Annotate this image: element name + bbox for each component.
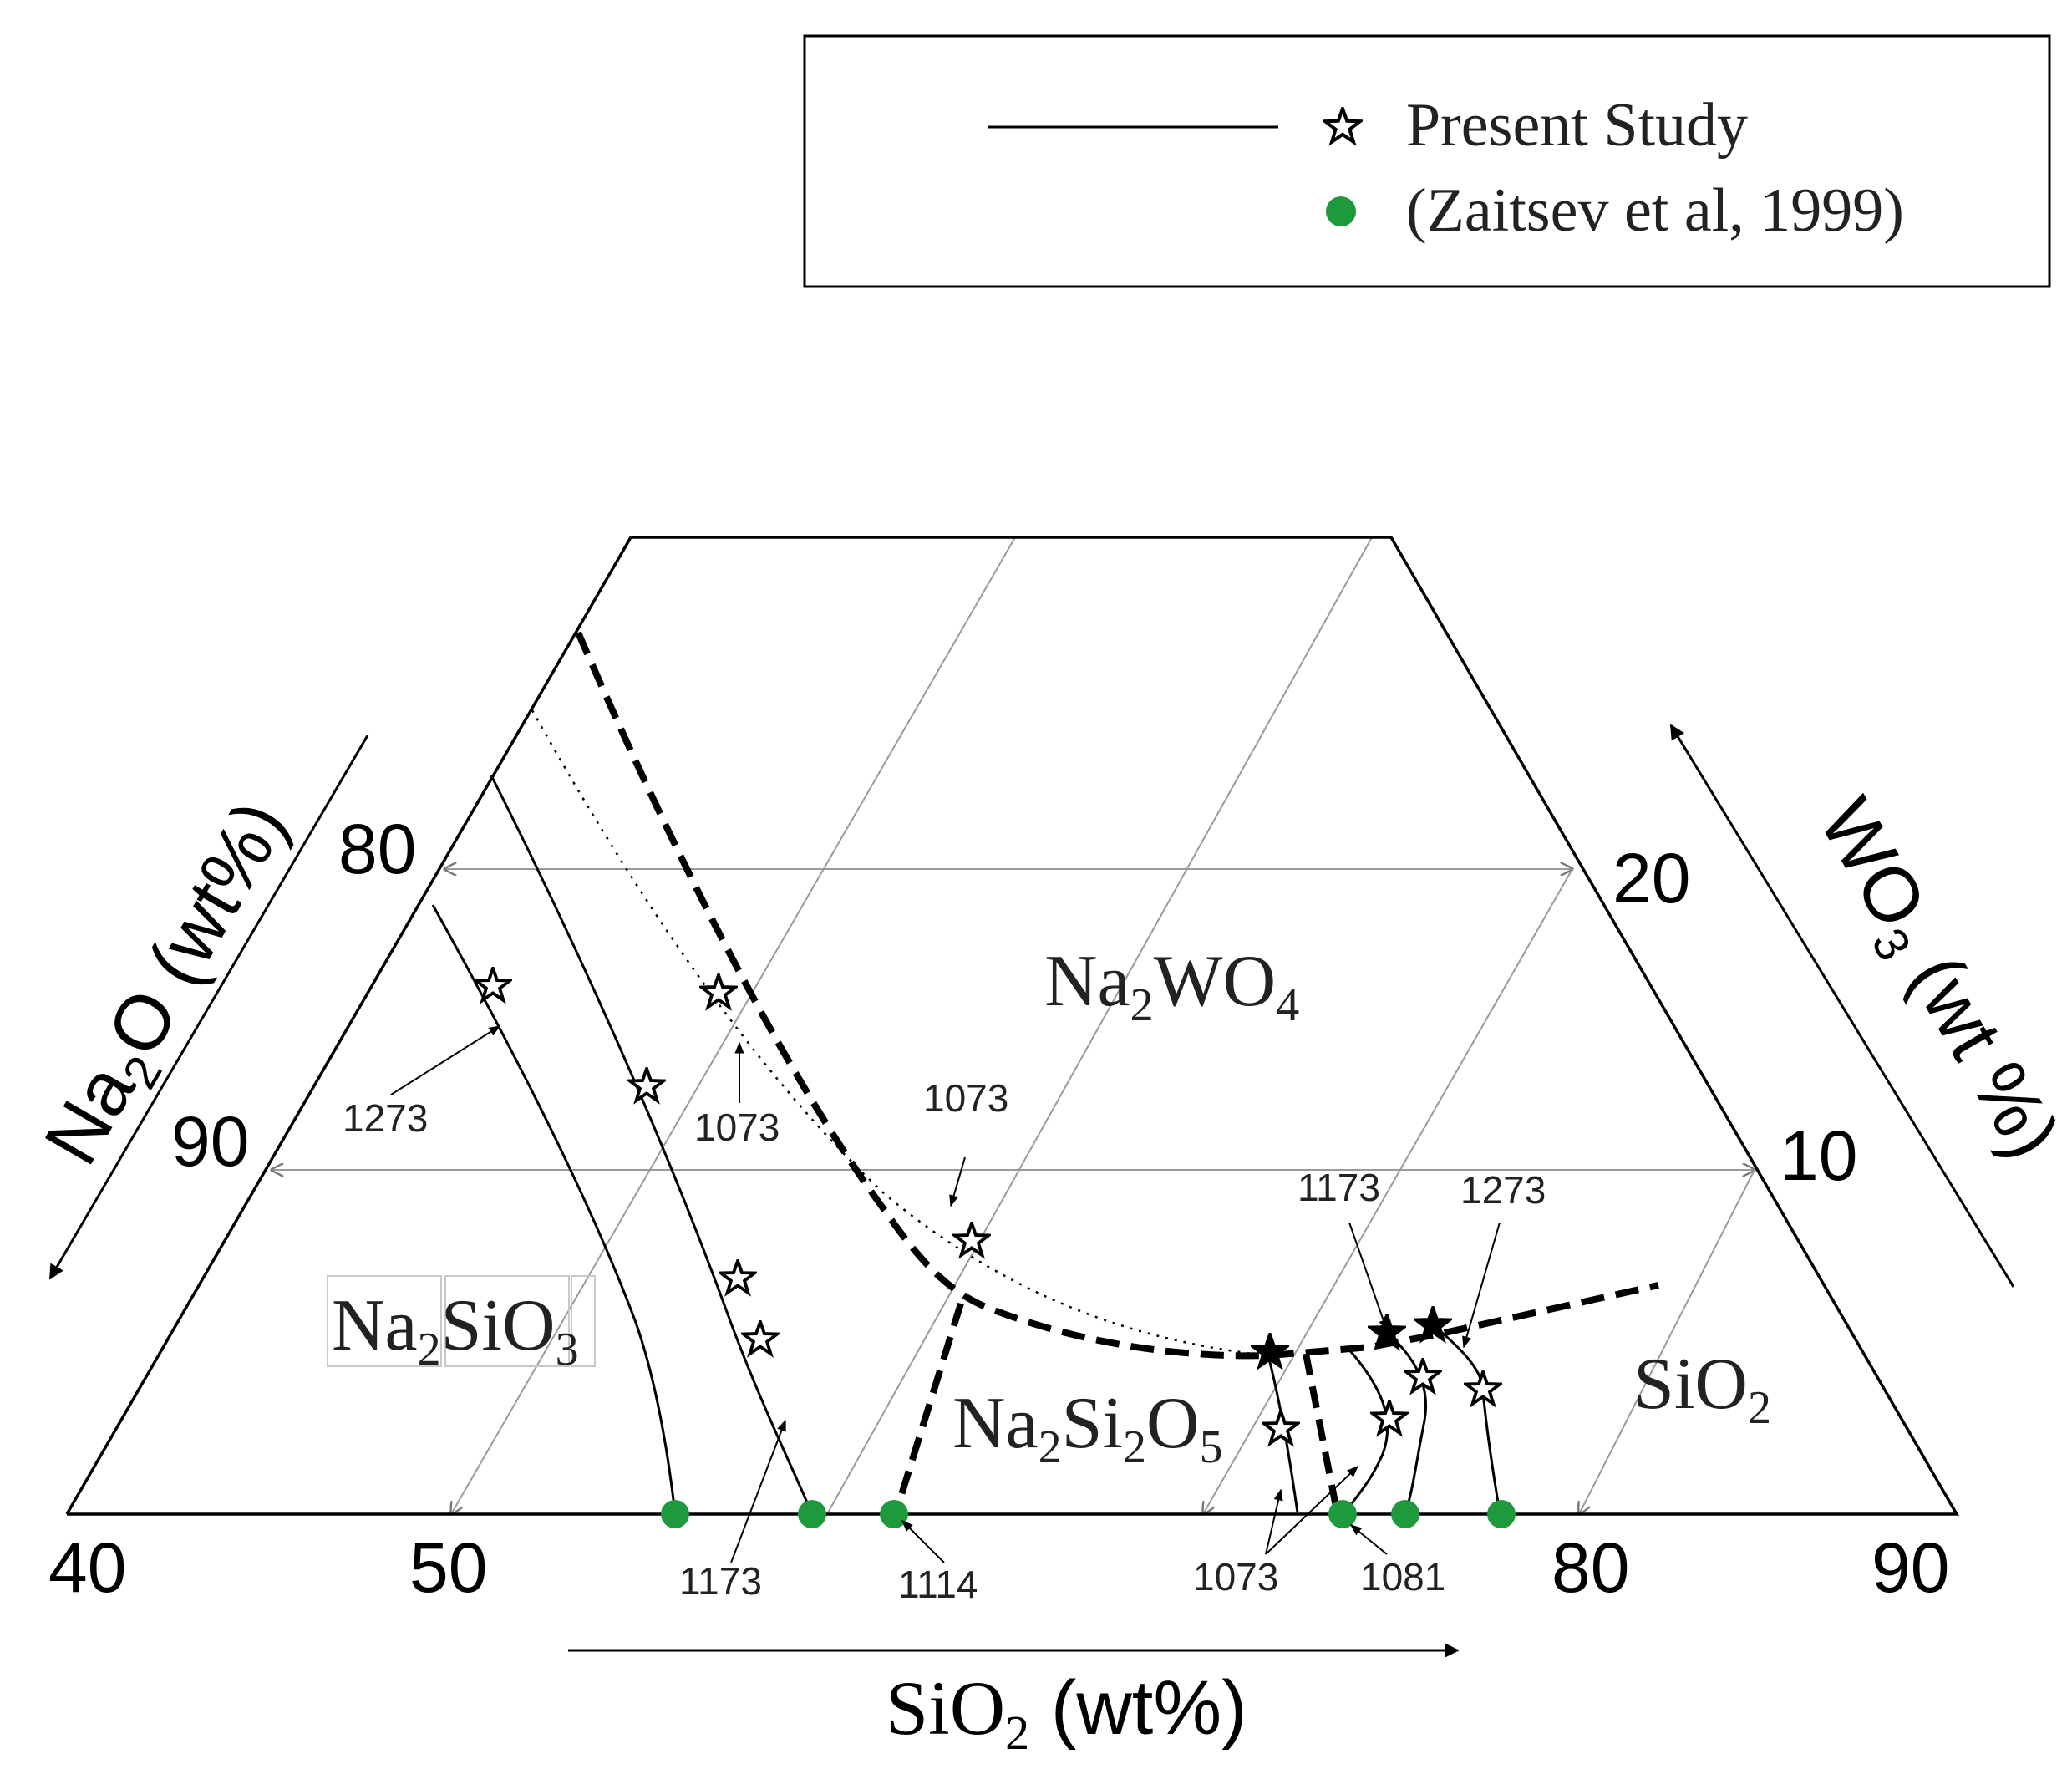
legend-zaitsev: (Zaitsev et al, 1999) [1406, 176, 1904, 245]
temp-1081: 1081 [1360, 1555, 1445, 1599]
legend-zaitsev-marker-icon [1326, 196, 1356, 226]
star-marker [699, 973, 738, 1009]
diagram-outline [65, 536, 1960, 1516]
zaitsev-markers [661, 1500, 1516, 1528]
temp-1073-b: 1073 [923, 1076, 1008, 1120]
temp-1173-bottom: 1173 [679, 1559, 762, 1603]
zaitsev-marker [661, 1500, 689, 1528]
grid-sio2-50 [451, 536, 1016, 1514]
bottom-tick-80: 80 [1551, 1528, 1629, 1607]
liquidus-1073-right-b [1343, 1345, 1389, 1513]
phase-boundaries [431, 631, 1659, 1515]
grid-sio2-60 [826, 536, 1373, 1515]
zaitsev-marker [880, 1500, 908, 1528]
left-axis-title: Na2O (wt%) [28, 787, 312, 1183]
liquidus-1173-left [490, 775, 814, 1515]
phase-na2sio3: Na2SiO3 [327, 1275, 596, 1375]
liquidus-1173-right [1386, 1331, 1428, 1513]
arrow-1081 [1349, 1524, 1388, 1555]
legend-box [803, 34, 2051, 288]
bottom-axis: SiO2 (wt%) [568, 1643, 1460, 1760]
phase-sio2: SiO2 [1633, 1344, 1771, 1434]
annotation-arrows [390, 1025, 1501, 1563]
temp-1273-right: 1273 [1460, 1168, 1546, 1212]
na2sio3-box-2 [444, 1275, 570, 1367]
zaitsev-marker [798, 1500, 826, 1528]
bottom-tick-40: 40 [48, 1528, 126, 1607]
temp-1114: 1114 [898, 1563, 978, 1606]
legend-present-study: Present Study [1406, 91, 1748, 160]
right-tick-20: 20 [1612, 839, 1690, 918]
temp-1173-right: 1173 [1298, 1166, 1380, 1209]
star-marker [952, 1222, 991, 1257]
grid-sio2-70 [1203, 868, 1573, 1514]
na2sio3-box-3 [571, 1275, 596, 1367]
star-marker [719, 1259, 757, 1294]
temp-1273-left: 1273 [343, 1096, 428, 1140]
phase-na2wo4: Na2WO4 [1044, 941, 1299, 1031]
temp-1073-bottom: 1073 [1193, 1555, 1278, 1599]
right-tick-10: 10 [1780, 1116, 1857, 1195]
bottom-axis-title: SiO2 (wt%) [886, 1665, 1247, 1760]
temperature-labels: 1273 1073 1073 1173 1114 1073 1081 1173 … [343, 1076, 1546, 1606]
legend: Present Study (Zaitsev et al, 1999) [803, 34, 2051, 288]
dotted-1073-boundary [531, 709, 1254, 1355]
star-marker [1370, 1400, 1409, 1435]
star-marker [741, 1320, 780, 1355]
star-marker [627, 1067, 666, 1102]
arrow-1073-bottom-b [1265, 1466, 1359, 1555]
arrow-1073-b [949, 1156, 966, 1207]
left-axis: Na2O (wt%) [28, 735, 369, 1280]
phase-na2si2o5: Na2Si2O5 [952, 1383, 1223, 1473]
phase-labels: Na2WO4 Na2SiO3 Na2Si2O5 SiO2 [327, 941, 1771, 1473]
na2sio3-box-1 [327, 1275, 442, 1367]
arrow-1173-right [1348, 1222, 1389, 1332]
left-tick-90: 90 [171, 1102, 249, 1181]
left-tick-80: 80 [338, 810, 416, 888]
arrow-1173-bottom [730, 1419, 786, 1563]
zaitsev-marker [1328, 1500, 1357, 1528]
dashed-na2si2o5-left [893, 1302, 964, 1512]
temp-1073-a: 1073 [694, 1106, 780, 1149]
zaitsev-marker [1391, 1500, 1419, 1528]
star-marker [1262, 1410, 1300, 1445]
left-axis-direction-arrow [48, 735, 369, 1280]
right-axis: WO3 (wt %) [1669, 724, 2072, 1288]
arrow-1273-left [390, 1025, 501, 1095]
arrow-1114 [901, 1520, 945, 1563]
right-axis-direction-arrow [1669, 724, 2015, 1288]
zaitsev-marker [1487, 1500, 1516, 1528]
bottom-tick-90: 90 [1871, 1528, 1949, 1607]
miscibility-dashed-main [575, 631, 1659, 1360]
axis-tick-labels: 40 50 80 90 80 90 20 10 [48, 810, 1949, 1607]
grid-lines [272, 536, 1755, 1515]
bottom-tick-50: 50 [409, 1528, 487, 1607]
arrow-1273-right [1462, 1222, 1501, 1349]
svg-text:Na2SiO3: Na2SiO3 [332, 1285, 579, 1375]
arrow-1073-bottom-a [1265, 1488, 1283, 1555]
liquidus-1273-left [431, 904, 677, 1515]
liquidus-1273-right [1434, 1324, 1501, 1513]
grid-sio2-80 [1579, 1169, 1755, 1514]
dashed-na2si2o5-right [1303, 1353, 1340, 1512]
